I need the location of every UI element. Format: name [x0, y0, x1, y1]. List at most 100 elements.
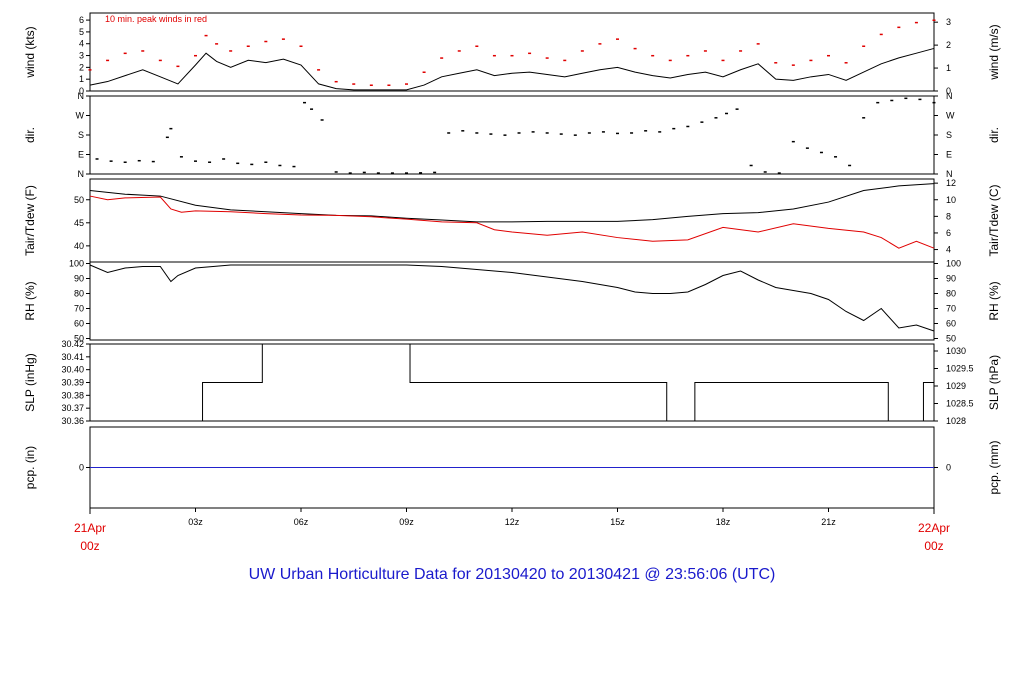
y-right-tick-label: 8 — [946, 211, 951, 221]
panel-frame — [89, 95, 935, 175]
y-right-tick-label: 100 — [946, 259, 961, 269]
data-point — [545, 57, 549, 59]
data-point — [405, 83, 408, 85]
y-right-tick-label: N — [946, 169, 953, 179]
y-tick-label: 70 — [74, 304, 84, 314]
data-point — [714, 117, 718, 119]
data-point — [320, 119, 324, 121]
y-tick-label: N — [78, 169, 85, 179]
series-1 — [89, 264, 935, 332]
data-point — [475, 132, 479, 134]
y-tick-label: 4 — [79, 39, 84, 49]
panel-5: 30.36 30.37 30.38 30.39 30.40 30.41 30.42 1028 1… — [23, 339, 1001, 426]
y-axis-label: pcp. (in) — [23, 446, 37, 489]
data-point — [700, 121, 704, 123]
data-point — [862, 45, 866, 47]
y-right-tick-label: E — [946, 150, 952, 160]
data-point — [246, 45, 250, 47]
data-point — [204, 34, 208, 37]
y-axis-label-right: SLP (hPa) — [987, 355, 1001, 410]
data-point — [169, 127, 173, 130]
data-point — [457, 50, 461, 52]
data-point — [179, 156, 183, 158]
data-point — [194, 54, 197, 57]
data-point — [904, 97, 908, 100]
data-point — [914, 21, 918, 24]
y-tick-label: 30.41 — [61, 352, 84, 362]
data-point — [876, 101, 880, 104]
data-point — [777, 172, 781, 174]
data-point — [123, 161, 127, 163]
y-axis-label: Tair/Tdew (F) — [23, 185, 37, 256]
data-point — [510, 54, 514, 57]
series-1 — [89, 47, 935, 91]
series-1 — [90, 343, 934, 422]
data-point — [362, 171, 366, 174]
data-point — [88, 69, 92, 71]
series-2 — [89, 195, 935, 249]
y-right-tick-label: 12 — [946, 178, 956, 188]
data-point — [573, 134, 577, 136]
data-point — [616, 132, 619, 135]
data-point — [109, 160, 113, 162]
series-line — [89, 264, 935, 332]
y-tick-label: S — [78, 130, 84, 140]
data-point — [303, 101, 307, 104]
data-point — [369, 84, 373, 86]
x-tick-label: 18z — [716, 517, 731, 527]
data-point — [559, 133, 563, 135]
y-tick-label: 1 — [79, 74, 84, 84]
data-point — [809, 59, 813, 62]
data-point — [545, 132, 549, 134]
data-point — [763, 171, 767, 173]
y-axis-label-right: dir. — [987, 127, 1001, 143]
data-point — [310, 108, 314, 110]
data-point — [897, 26, 901, 29]
panel-3: 40 45 50 4 6 8 10 12 Tair/Tdew (F) Tair/Tdew (C) — [23, 178, 1001, 263]
data-point — [739, 50, 743, 52]
panel-frame — [89, 12, 935, 92]
data-point — [721, 59, 725, 62]
data-point — [461, 130, 465, 132]
data-point — [236, 162, 240, 165]
page-title: UW Urban Horticulture Data for 20130420 … — [248, 566, 776, 583]
x-tick-label: 09z — [399, 517, 414, 527]
y-tick-label: 0 — [79, 86, 84, 96]
data-point — [176, 65, 180, 68]
data-point — [387, 84, 391, 86]
data-point — [123, 52, 127, 55]
data-point — [405, 172, 408, 174]
data-point — [419, 172, 423, 174]
series-line — [89, 195, 935, 249]
y-right-tick-label: 60 — [946, 319, 956, 329]
y-tick-label: E — [78, 150, 84, 160]
data-point — [644, 130, 648, 132]
data-point — [264, 161, 268, 163]
data-point — [229, 50, 233, 52]
data-point — [95, 158, 99, 160]
y-axis-label: dir. — [23, 127, 37, 143]
y-axis-label-right: RH (%) — [987, 281, 1001, 320]
y-right-tick-label: 1028.5 — [946, 399, 974, 409]
data-point — [165, 136, 169, 139]
data-point — [106, 59, 110, 62]
data-point — [672, 127, 676, 130]
data-point — [879, 33, 883, 36]
y-right-tick-label: S — [946, 130, 952, 140]
data-point — [531, 131, 535, 133]
y-axis-label-right: pcp. (mm) — [987, 440, 1001, 494]
data-point — [598, 43, 602, 45]
data-point — [932, 19, 936, 21]
y-tick-label: 80 — [74, 289, 84, 299]
series-line — [89, 47, 935, 91]
data-point — [137, 159, 141, 162]
x-end-hour: 00z — [924, 539, 943, 553]
y-right-tick-label: 10 — [946, 195, 956, 205]
y-right-tick-label: 1028 — [946, 416, 966, 426]
panel-4: 50 60 70 80 90 100 50 60 70 80 90 100 RH (%) RH (%) — [23, 259, 1001, 344]
data-point — [264, 40, 268, 43]
data-point — [651, 54, 655, 57]
